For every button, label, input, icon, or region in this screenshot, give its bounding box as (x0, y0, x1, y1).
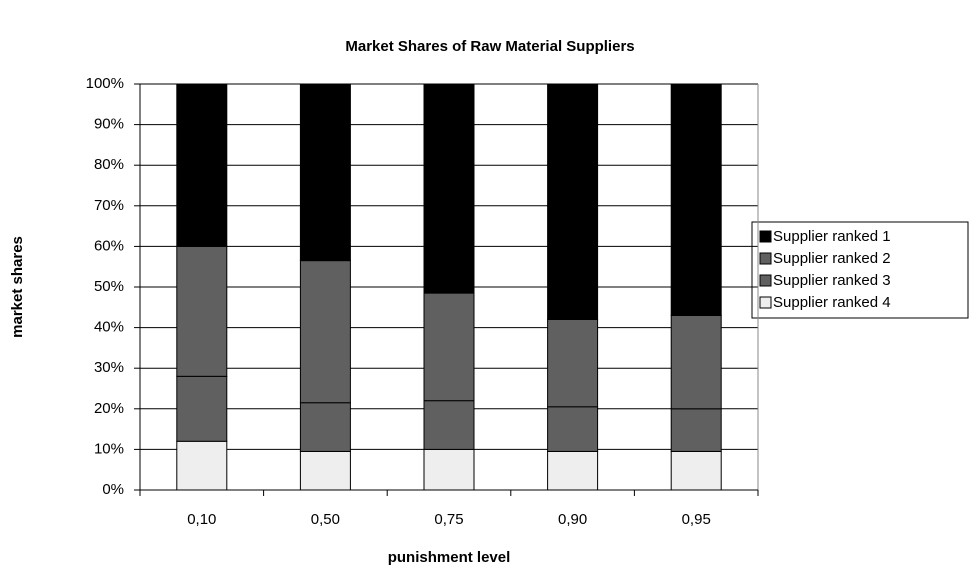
x-tick-label: 0,75 (434, 511, 463, 528)
x-tick-label: 0,10 (187, 511, 216, 528)
legend-label: Supplier ranked 1 (773, 228, 891, 245)
y-tick-label: 60% (94, 237, 124, 254)
bar-segment (547, 318, 599, 408)
bar-segment (547, 406, 599, 452)
legend-swatch (759, 296, 772, 309)
y-tick-label: 40% (94, 319, 124, 336)
bar-segment (176, 245, 228, 377)
x-tick-label: 0,95 (682, 511, 711, 528)
y-tick-label: 80% (94, 156, 124, 173)
y-tick-label: 100% (86, 75, 124, 92)
bar-segment (423, 83, 475, 294)
x-tick-label: 0,90 (558, 511, 587, 528)
y-tick-label: 30% (94, 359, 124, 376)
bar-segment (299, 450, 351, 491)
bar-segment (299, 83, 351, 262)
bar-segment (547, 450, 599, 491)
y-tick-label: 70% (94, 197, 124, 214)
legend-swatch (759, 230, 772, 243)
y-axis-label: market shares (9, 236, 26, 338)
bar-segment (299, 260, 351, 404)
legend-swatch (759, 274, 772, 287)
bar-segment (423, 292, 475, 402)
bar-segment (670, 408, 722, 452)
bar-segment (176, 83, 228, 247)
legend-box (751, 221, 969, 319)
bar-segment (423, 448, 475, 491)
x-tick-label: 0,50 (311, 511, 340, 528)
bar-segment (547, 83, 599, 320)
legend-label: Supplier ranked 2 (773, 250, 891, 267)
bar-segment (299, 402, 351, 452)
bar-segment (670, 314, 722, 410)
y-tick-label: 90% (94, 116, 124, 133)
y-tick-label: 20% (94, 400, 124, 417)
bar-segment (423, 400, 475, 450)
bar-segment (670, 450, 722, 491)
bar-segment (176, 375, 228, 442)
y-tick-label: 10% (94, 440, 124, 457)
x-axis-label: punishment level (388, 549, 511, 566)
bar-segment (176, 440, 228, 491)
legend-label: Supplier ranked 4 (773, 294, 891, 311)
legend-label: Supplier ranked 3 (773, 272, 891, 289)
bar-segment (670, 83, 722, 316)
chart-title: Market Shares of Raw Material Suppliers (345, 38, 634, 55)
y-tick-label: 0% (102, 481, 124, 498)
y-tick-label: 50% (94, 278, 124, 295)
legend-swatch (759, 252, 772, 265)
